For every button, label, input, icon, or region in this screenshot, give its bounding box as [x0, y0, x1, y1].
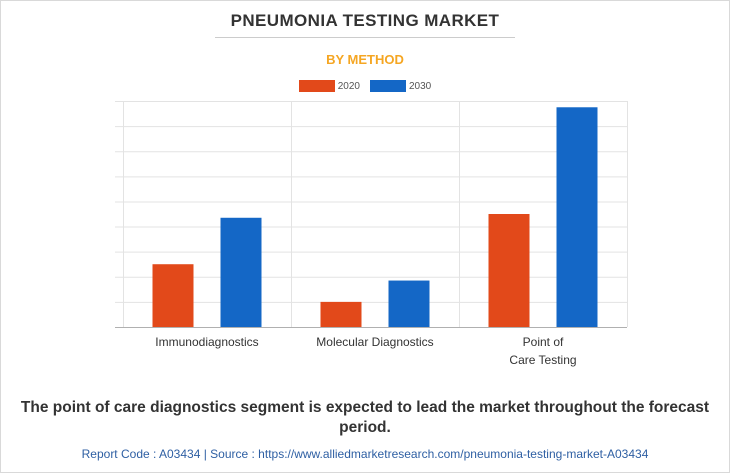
legend-item-2030[interactable]: 2030: [370, 80, 431, 92]
chart-title: PNEUMONIA TESTING MARKET: [230, 11, 500, 30]
title-divider: [215, 37, 515, 38]
x-tick-label: Immunodiagnostics: [155, 335, 258, 349]
bar-2030-point-of-care-testing: [556, 107, 598, 328]
bar-2030-molecular-diagnostics: [388, 280, 430, 327]
chart-legend: 2020 2030: [0, 80, 730, 92]
bar-2020-immunodiagnostics: [152, 264, 194, 327]
legend-label-2020: 2020: [337, 80, 360, 92]
bar-2020-molecular-diagnostics: [320, 301, 362, 327]
x-tick-label: Molecular Diagnostics: [316, 335, 433, 349]
bar-2020-point-of-care-testing: [488, 214, 530, 327]
chart-footnote: The point of care diagnostics segment is…: [20, 399, 710, 436]
legend-item-2020[interactable]: 2020: [298, 80, 360, 92]
legend-swatch-2020: [298, 80, 335, 92]
legend-label-2030: 2030: [409, 80, 432, 92]
x-tick-label: Care Testing: [509, 353, 576, 367]
bar-2030-immunodiagnostics: [220, 217, 262, 327]
chart-subtitle: BY METHOD: [326, 52, 404, 67]
x-tick-label: Point of: [523, 335, 564, 349]
legend-swatch-2030: [370, 80, 406, 92]
source-line[interactable]: Report Code : A03434 | Source : https://…: [81, 447, 649, 461]
